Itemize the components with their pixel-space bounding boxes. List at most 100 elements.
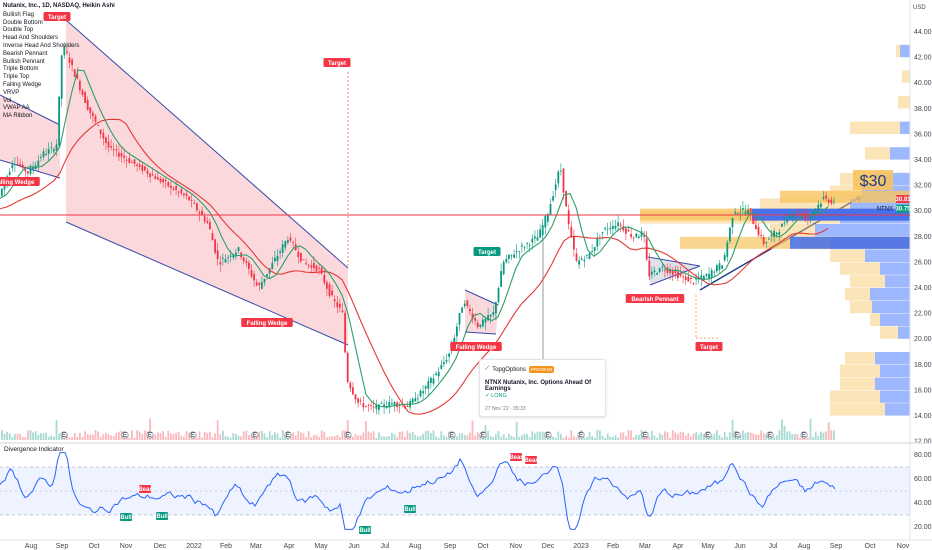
- pattern-label: Falling Wedge: [456, 345, 497, 351]
- time-tick-label: Mar: [639, 543, 652, 550]
- vrvp-up-bar: [872, 300, 910, 314]
- price-tick-label: 24.00: [914, 285, 932, 292]
- divergence-label-bg: [510, 453, 522, 461]
- candle-body: [357, 398, 359, 403]
- pattern-label: Target: [48, 15, 66, 21]
- volume-bar: [268, 431, 271, 440]
- candle-body: [807, 216, 809, 219]
- candle-body: [765, 241, 768, 243]
- volume-bar: [354, 433, 357, 440]
- time-tick-label: 2023: [573, 543, 589, 550]
- volume-bar: [367, 431, 370, 440]
- volume-bar: [242, 431, 245, 440]
- earnings-marker-label: E: [253, 433, 257, 439]
- legend-item[interactable]: Vol: [3, 97, 12, 104]
- legend-item[interactable]: Bullish Pennant: [3, 58, 45, 65]
- volume-bar: [307, 431, 310, 440]
- legend-item[interactable]: Double Bottom: [3, 19, 43, 26]
- earnings-marker-label: E: [346, 433, 350, 439]
- legend-item[interactable]: Bullish Flag: [3, 11, 35, 18]
- candle-body: [219, 262, 222, 265]
- legend-item[interactable]: Double Top: [3, 27, 34, 34]
- wedge-upper-line: [65, 19, 349, 269]
- legend-item[interactable]: Head And Shoulders: [3, 35, 59, 42]
- candle-body: [502, 261, 505, 275]
- volume-bar: [827, 422, 830, 440]
- candle-body: [292, 242, 294, 243]
- candle-body: [684, 276, 687, 280]
- legend-item[interactable]: MA Ribbon: [3, 113, 33, 120]
- candle-body: [588, 253, 591, 259]
- candle-body: [630, 234, 632, 237]
- volume-bar: [541, 431, 544, 440]
- candle-body: [692, 283, 695, 284]
- volume-bar: [661, 434, 664, 440]
- candle-body: [697, 278, 700, 280]
- volume-bar: [99, 436, 102, 440]
- volume-bar: [94, 430, 97, 440]
- candle-body: [81, 90, 84, 95]
- time-tick-label: Sep: [830, 543, 843, 550]
- volume-bar: [708, 437, 710, 440]
- idea-direction: ✓ LONG: [485, 393, 507, 399]
- candle-body: [781, 223, 783, 227]
- legend-item[interactable]: VRVP: [3, 89, 20, 96]
- volume-bar: [422, 433, 424, 440]
- ntnx-price-tag: [896, 204, 910, 213]
- volume-bar: [718, 434, 721, 440]
- wedge-lower-line: [65, 221, 349, 346]
- idea-headline[interactable]: NTNX Nutanix, Inc. Options Ahead Of Earn…: [485, 380, 592, 392]
- candle-body: [528, 244, 531, 246]
- vrvp-down-bar: [830, 390, 880, 403]
- volume-bar: [552, 436, 554, 440]
- time-tick-label: Sep: [444, 543, 457, 550]
- volume-bar: [240, 436, 242, 440]
- volume-bar: [788, 431, 791, 440]
- volume-bar: [554, 437, 557, 440]
- volume-bar: [112, 436, 115, 440]
- candle-body: [183, 193, 185, 196]
- volume-bar: [606, 433, 609, 440]
- idea-card[interactable]: ⟋ TopgOptions PREMIUM NTNX Nutanix, Inc.…: [479, 359, 606, 417]
- pattern-label: Target: [328, 61, 346, 67]
- candle-body: [11, 164, 14, 169]
- candle-body: [825, 195, 827, 199]
- legend-item[interactable]: Bearish Pennant: [3, 50, 48, 57]
- volume-bar: [131, 430, 133, 440]
- earnings-marker-label: E: [643, 433, 647, 439]
- candle-body: [3, 182, 6, 190]
- legend-item[interactable]: VWAP AA: [3, 105, 30, 112]
- volume-bar: [331, 436, 333, 440]
- volume-bar: [89, 434, 92, 440]
- currency-label: USD: [913, 5, 926, 11]
- volume-bar: [515, 421, 518, 440]
- legend-item[interactable]: Triple Top: [3, 74, 30, 81]
- volume-bar: [266, 437, 268, 440]
- candle-body: [757, 226, 760, 236]
- price-tick-label: 38.00: [914, 106, 932, 113]
- candle-body: [742, 208, 744, 210]
- candle-body: [326, 282, 328, 289]
- volume-bar: [157, 432, 159, 440]
- candle-body: [640, 231, 643, 237]
- volume-bar: [583, 437, 586, 440]
- vrvp-down-bar: [830, 249, 865, 262]
- legend-item[interactable]: Inverse Head And Shoulders: [3, 42, 80, 49]
- earnings-marker: [544, 431, 552, 439]
- legend-item[interactable]: Falling Wedge: [3, 81, 42, 88]
- volume-bar: [102, 434, 105, 440]
- candle-body: [341, 310, 344, 313]
- candle-body: [359, 400, 362, 402]
- legend-item[interactable]: Triple Bottom: [3, 66, 39, 73]
- volume-bar: [638, 434, 640, 440]
- volume-bar: [302, 433, 305, 440]
- vrvp-up-bar: [885, 403, 910, 416]
- candle-body: [760, 234, 762, 236]
- volume-bar: [177, 431, 180, 440]
- candle-body: [827, 199, 830, 203]
- candle-body: [809, 215, 812, 217]
- candle-body: [695, 278, 697, 280]
- pattern-label-bg: [625, 294, 685, 303]
- volume-bar: [651, 430, 653, 440]
